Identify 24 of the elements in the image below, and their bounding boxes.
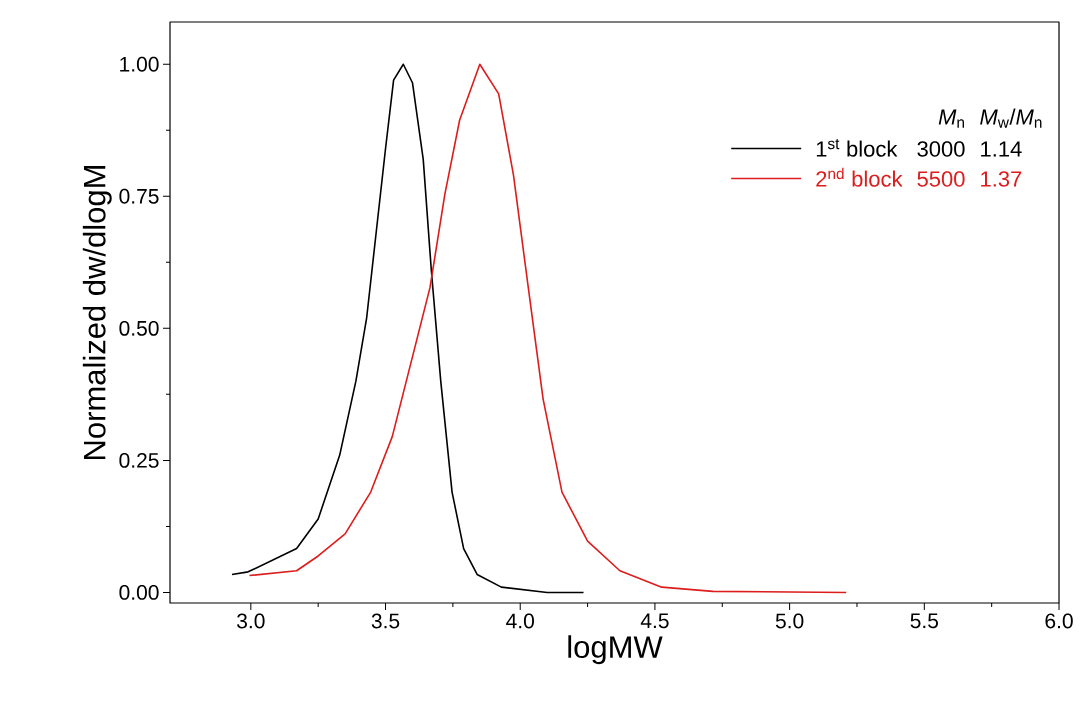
line-series	[248, 63, 847, 594]
x-tick-label: 3.0	[237, 613, 265, 629]
y-tick-label: 0.00	[119, 585, 159, 600]
y-tick-label: 0.75	[119, 188, 159, 204]
y-axis-title: Normalized dw/dlogM	[82, 166, 112, 459]
annotation: 1.14	[981, 141, 1022, 157]
annotation: 5500	[917, 171, 965, 187]
x-tick-label: 6.0	[1045, 613, 1073, 629]
legend-label: 1$^{st}$ block	[816, 139, 898, 157]
y-tick-label: 0.25	[119, 452, 159, 468]
y-tick-label: 1.00	[120, 56, 159, 72]
annotation: M$_{n}$	[938, 109, 964, 128]
x-tick-label: 5.0	[775, 613, 804, 629]
x-axis-title: logMW	[568, 635, 663, 665]
x-tick-label: 5.5	[910, 613, 939, 629]
annotation: 1.37	[981, 171, 1022, 187]
x-tick-label: 4.5	[640, 613, 669, 629]
annotation: M$_{w}$/M$_{n}$	[980, 108, 1042, 128]
x-tick-label: 4.0	[506, 613, 534, 629]
y-tick-label: 0.50	[119, 320, 159, 336]
x-tick-label: 3.5	[371, 613, 400, 629]
line-series	[231, 63, 585, 594]
annotation: 3000	[917, 141, 965, 157]
legend-label: 2$^{nd}$ block	[816, 167, 903, 187]
